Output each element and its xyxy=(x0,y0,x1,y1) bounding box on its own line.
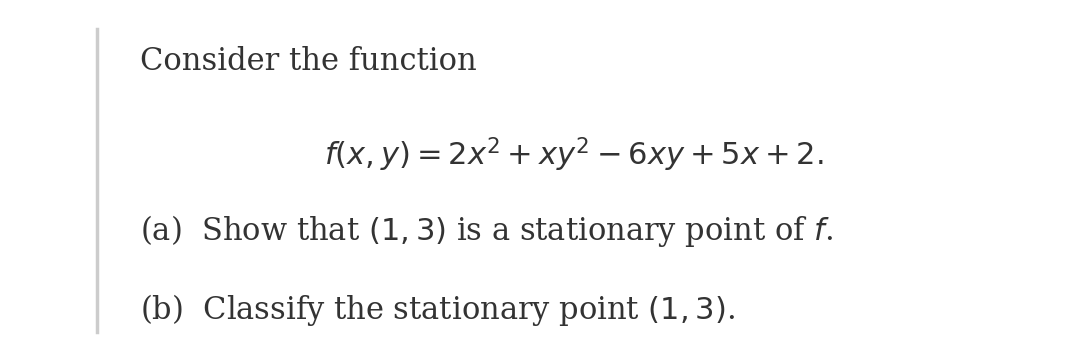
Text: (a)  Show that $(1, 3)$ is a stationary point of $f$.: (a) Show that $(1, 3)$ is a stationary p… xyxy=(140,213,834,249)
Text: (b)  Classify the stationary point $(1, 3)$.: (b) Classify the stationary point $(1, 3… xyxy=(140,292,735,329)
Text: Consider the function: Consider the function xyxy=(140,46,477,77)
Text: $f(x, y) = 2x^2 + xy^2 - 6xy + 5x + 2.$: $f(x, y) = 2x^2 + xy^2 - 6xy + 5x + 2.$ xyxy=(324,136,823,174)
